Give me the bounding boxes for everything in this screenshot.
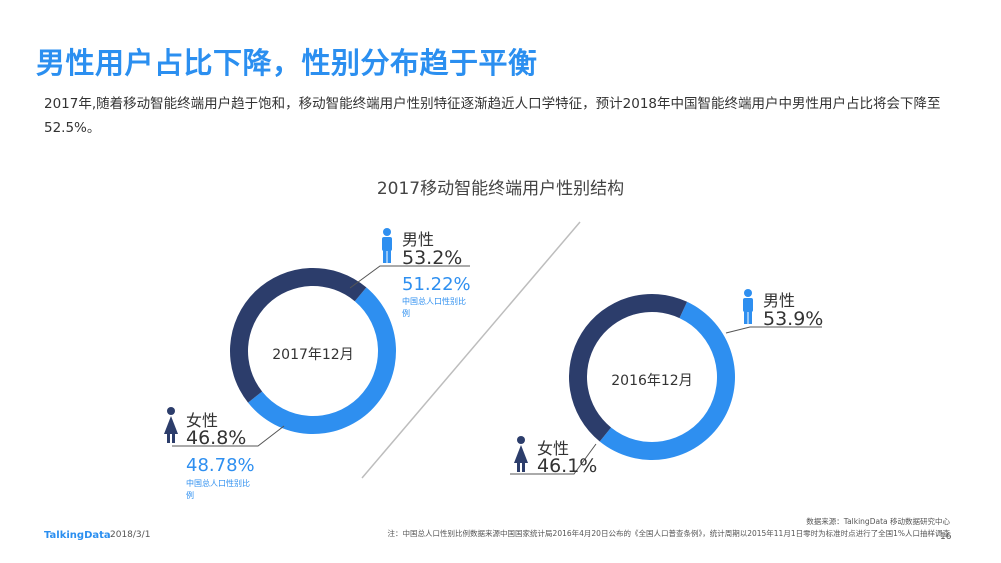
leader-line-female-2017 [172,425,285,447]
donut-2016 [569,294,736,460]
leader-line-male-2017 [349,265,470,289]
female-value-2016: 46.1% [537,455,597,477]
donut-slice-female [569,294,688,442]
female-census-note-line1: 中国总人口性别比 [186,478,250,488]
male-label-2016: 男性 [763,291,795,310]
page-number: 16 [940,532,952,542]
male-value-2016: 53.9% [763,308,823,330]
male-census-note-line2: 例 [402,308,410,318]
male-person-icon [382,228,392,263]
male-census-value: 51.22% [402,274,471,295]
footer-date: 2018/3/1 [110,530,151,540]
female-value-2017: 46.8% [186,427,246,449]
divider-line [361,221,581,479]
leader-line-female-2016 [510,443,597,475]
male-person-icon [743,289,753,324]
male-value-2017: 53.2% [402,247,462,269]
page-title: 男性用户占比下降，性别分布趋于平衡 [36,46,538,80]
data-source: 数据来源：TalkingData 移动数据研究中心 [806,517,950,526]
donut-slice-male [248,287,397,435]
leader-line-male-2016 [725,326,822,334]
chart-title: 2017移动智能终端用户性别结构 [376,179,625,199]
female-label-2017: 女性 [186,411,218,430]
female-census-note-line2: 例 [186,490,194,500]
male-label-2017: 男性 [402,230,434,249]
female-person-icon [164,407,178,443]
male-census-note-line1: 中国总人口性别比 [402,296,466,306]
female-person-icon [514,436,528,472]
page-description: 2017年,随着移动智能终端用户趋于饱和，移动智能终端用户性别特征逐渐趋近人口学… [44,96,941,136]
donut-slice-female [230,268,367,403]
donut-2017 [230,268,397,435]
donut-slice-male [599,301,736,460]
footnote: 注：中国总人口性别比例数据来源中国国家统计局2016年4月20日公布的《全国人口… [387,529,950,538]
talkingdata-logo: TalkingData [44,530,111,541]
female-label-2016: 女性 [537,439,569,458]
female-census-value: 48.78% [186,455,255,476]
center-label-2016: 2016年12月 [611,373,692,389]
center-label-2017: 2017年12月 [272,347,353,363]
